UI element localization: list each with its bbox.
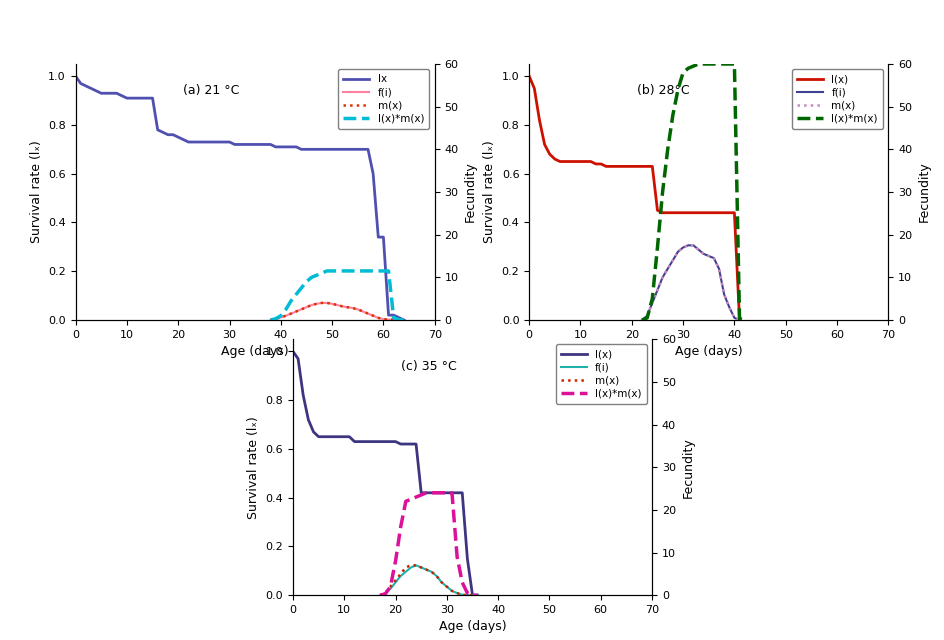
Text: (a) 21 °C: (a) 21 °C	[183, 84, 240, 97]
X-axis label: Age (days): Age (days)	[674, 345, 742, 358]
Y-axis label: Survival rate (lₓ): Survival rate (lₓ)	[29, 141, 42, 243]
Legend: l(x), f(i), m(x), l(x)*m(x): l(x), f(i), m(x), l(x)*m(x)	[555, 344, 646, 404]
Legend: lx, f(i), m(x), l(x)*m(x): lx, f(i), m(x), l(x)*m(x)	[338, 69, 429, 129]
Y-axis label: Fecundity: Fecundity	[464, 162, 477, 222]
Y-axis label: Fecundity: Fecundity	[681, 437, 694, 497]
Text: (b) 28°C: (b) 28°C	[636, 84, 689, 97]
Y-axis label: Survival rate (lₓ): Survival rate (lₓ)	[246, 416, 260, 518]
Text: (c) 35 °C: (c) 35 °C	[400, 360, 456, 372]
X-axis label: Age (days): Age (days)	[221, 345, 289, 358]
Legend: l(x), f(i), m(x), l(x)*m(x): l(x), f(i), m(x), l(x)*m(x)	[791, 69, 882, 129]
X-axis label: Age (days): Age (days)	[438, 620, 506, 634]
Y-axis label: Fecundity: Fecundity	[917, 162, 930, 222]
Y-axis label: Survival rate (lₓ): Survival rate (lₓ)	[482, 141, 496, 243]
